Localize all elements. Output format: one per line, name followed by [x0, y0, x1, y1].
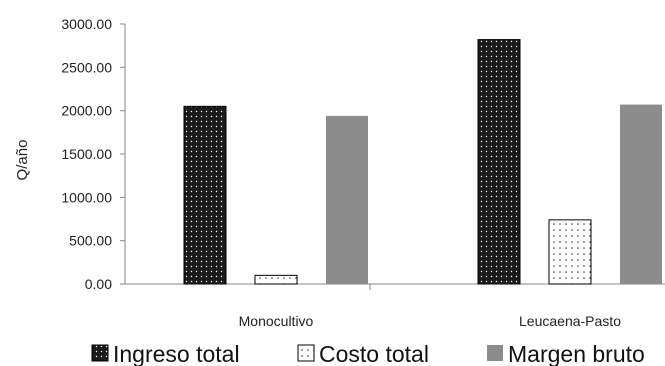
y-tick-label: 2000.00 [61, 103, 112, 119]
y-tick-label: 0.00 [85, 276, 112, 292]
y-tick-label: 2500.00 [61, 59, 112, 75]
bar-costo-total-0 [254, 274, 298, 285]
y-axis-ticks: 0.00 500.00 1000.00 1500.00 2000.00 2500.00 30… [61, 16, 125, 292]
y-tick-label: 500.00 [69, 233, 112, 249]
bars [183, 39, 662, 285]
y-axis-label: Q/año [14, 140, 31, 181]
bar-margen-bruto-0 [326, 115, 368, 284]
bar-ingreso-total-1 [477, 39, 521, 285]
category-labels: Monocultivo Leucaena-Pasto [239, 313, 622, 329]
bar-margen-bruto-1 [620, 104, 662, 284]
bar-ingreso-total-0 [183, 105, 227, 285]
legend-label: Margen bruto [508, 341, 645, 366]
y-tick-label: 1000.00 [61, 189, 112, 205]
y-tick-label: 1500.00 [61, 146, 112, 162]
bar-costo-total-1 [548, 219, 592, 285]
legend-swatch [91, 344, 109, 362]
y-tick-label: 3000.00 [61, 16, 112, 32]
legend-label: Costo total [319, 341, 429, 366]
legend-label: Ingreso total [113, 341, 240, 366]
category-label: Leucaena-Pasto [519, 313, 621, 329]
legend: Ingreso total Costo total Margen bruto [91, 341, 645, 366]
category-label: Monocultivo [239, 313, 314, 329]
legend-swatch [297, 344, 315, 362]
legend-swatch [487, 345, 503, 361]
